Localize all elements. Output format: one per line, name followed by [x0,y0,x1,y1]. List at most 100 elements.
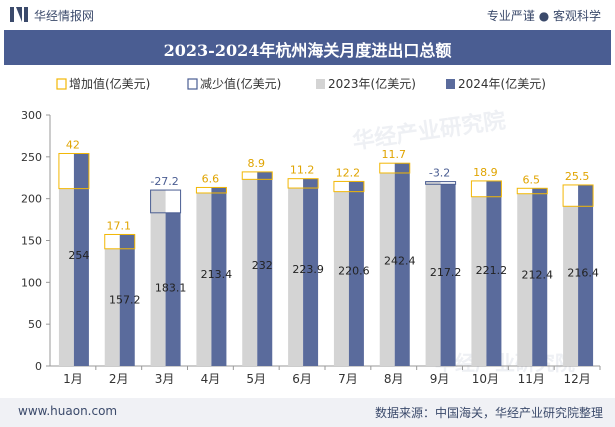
value-label: 232 [252,259,273,272]
x-tick-label: 8月 [384,372,404,386]
bar-2023[interactable] [288,188,304,366]
change-label: 17.1 [107,219,132,232]
logo-icon [10,7,28,22]
increase-box[interactable] [379,162,411,174]
change-label: 6.6 [202,172,220,185]
bar-2023[interactable] [333,191,349,366]
y-tick-label: 300 [21,109,42,122]
value-label: 220.6 [338,264,370,277]
value-label: 242.4 [384,254,416,267]
decrease-box[interactable] [425,181,457,185]
increase-box[interactable] [241,171,273,180]
bar-2023[interactable] [58,188,74,366]
legend-swatch[interactable] [56,78,67,90]
x-tick-label: 1月 [63,372,83,386]
increase-box[interactable] [470,180,502,198]
bar-2024[interactable] [348,181,364,366]
footer: www.huaon.com 数据来源：中国海关，华经产业研究院整理 [0,398,615,427]
x-tick-label: 4月 [201,372,221,386]
x-tick-label: 2月 [109,372,129,386]
bar-2024[interactable] [165,212,181,366]
x-tick-label: 12月 [563,372,590,386]
bar-2024[interactable] [532,188,548,366]
x-tick-label: 11月 [518,372,545,386]
increase-box[interactable] [562,184,594,207]
x-tick-label: 10月 [472,372,499,386]
bar-2023[interactable] [425,181,441,366]
increase-box[interactable] [287,178,319,189]
change-label: 11.7 [382,148,407,161]
value-label: 157.2 [109,294,141,307]
bar-2023[interactable] [150,190,166,366]
x-tick-label: 5月 [246,372,266,386]
bar-2023[interactable] [517,193,533,366]
change-label: -27.2 [150,175,178,188]
title-band: 2023-2024年杭州海关月度进出口总额 [4,30,611,65]
bar-2023[interactable] [563,206,579,366]
increase-box[interactable] [333,180,365,193]
change-label: 12.2 [336,166,361,179]
increase-box[interactable] [104,233,136,250]
bar-2024[interactable] [257,171,273,366]
value-label: 223.9 [292,263,324,276]
legend-label: 2024年(亿美元) [458,76,546,91]
y-tick-label: 250 [21,151,42,164]
change-label: 11.2 [290,164,315,177]
x-tick-label: 7月 [338,372,358,386]
change-label: 18.9 [473,166,498,179]
y-tick-label: 50 [28,318,42,331]
legend-swatch[interactable] [446,79,455,89]
change-label: -3.2 [429,167,450,180]
y-tick-label: 100 [21,276,42,289]
bar-2023[interactable] [379,172,395,366]
legend-label: 增加值(亿美元) [69,76,150,91]
increase-box[interactable] [516,187,548,195]
change-label: 8.9 [248,157,266,170]
watermark: 华经产业研究院 [435,351,575,375]
legend-label: 2023年(亿美元) [328,76,416,91]
y-tick-label: 200 [21,193,42,206]
footer-url[interactable]: www.huaon.com [18,404,118,418]
bar-2024[interactable] [578,184,594,366]
bar-2024[interactable] [394,163,410,366]
bar-2024[interactable] [440,184,456,366]
brand-name[interactable]: 华经情报网 [34,9,95,23]
x-tick-label: 9月 [430,372,450,386]
bar-2024[interactable] [486,180,502,366]
value-label: 216.4 [567,266,599,279]
value-label: 254 [68,249,89,262]
change-label: 25.5 [565,170,590,183]
y-tick-label: 0 [35,360,42,373]
y-tick-label: 150 [21,235,42,248]
value-label: 212.4 [522,268,554,281]
x-tick-label: 3月 [155,372,175,386]
watermark: 华经产业研究院 [351,107,507,154]
bar-2023[interactable] [104,248,120,366]
increase-box[interactable] [58,152,90,190]
value-label: 217.2 [430,266,462,279]
footer-source: 数据来源：中国海关，华经产业研究院整理 [374,406,603,420]
x-tick-label: 6月 [292,372,312,386]
top-bar: 华经情报网 专业严谨 ● 客观科学 [0,0,615,30]
value-label: 221.2 [476,264,508,277]
legend-swatch[interactable] [187,78,198,90]
bar-2024[interactable] [303,178,319,366]
increase-box[interactable] [195,186,227,194]
value-label: 183.1 [155,282,187,295]
tagline: 专业严谨 ● 客观科学 [486,9,601,23]
legend-label: 减少值(亿美元) [200,76,281,91]
bar-2024[interactable] [73,153,89,366]
chart-title: 2023-2024年杭州海关月度进出口总额 [163,41,452,60]
bar-2024[interactable] [211,187,227,366]
legend-swatch[interactable] [316,79,325,89]
bar-2023[interactable] [471,196,487,366]
change-label: 6.5 [523,173,541,186]
decrease-box[interactable] [150,189,182,214]
bar-2023[interactable] [242,179,258,366]
bar-2023[interactable] [196,192,212,366]
value-label: 213.4 [201,268,233,281]
change-label: 42 [66,138,80,151]
bar-2024[interactable] [119,234,135,366]
